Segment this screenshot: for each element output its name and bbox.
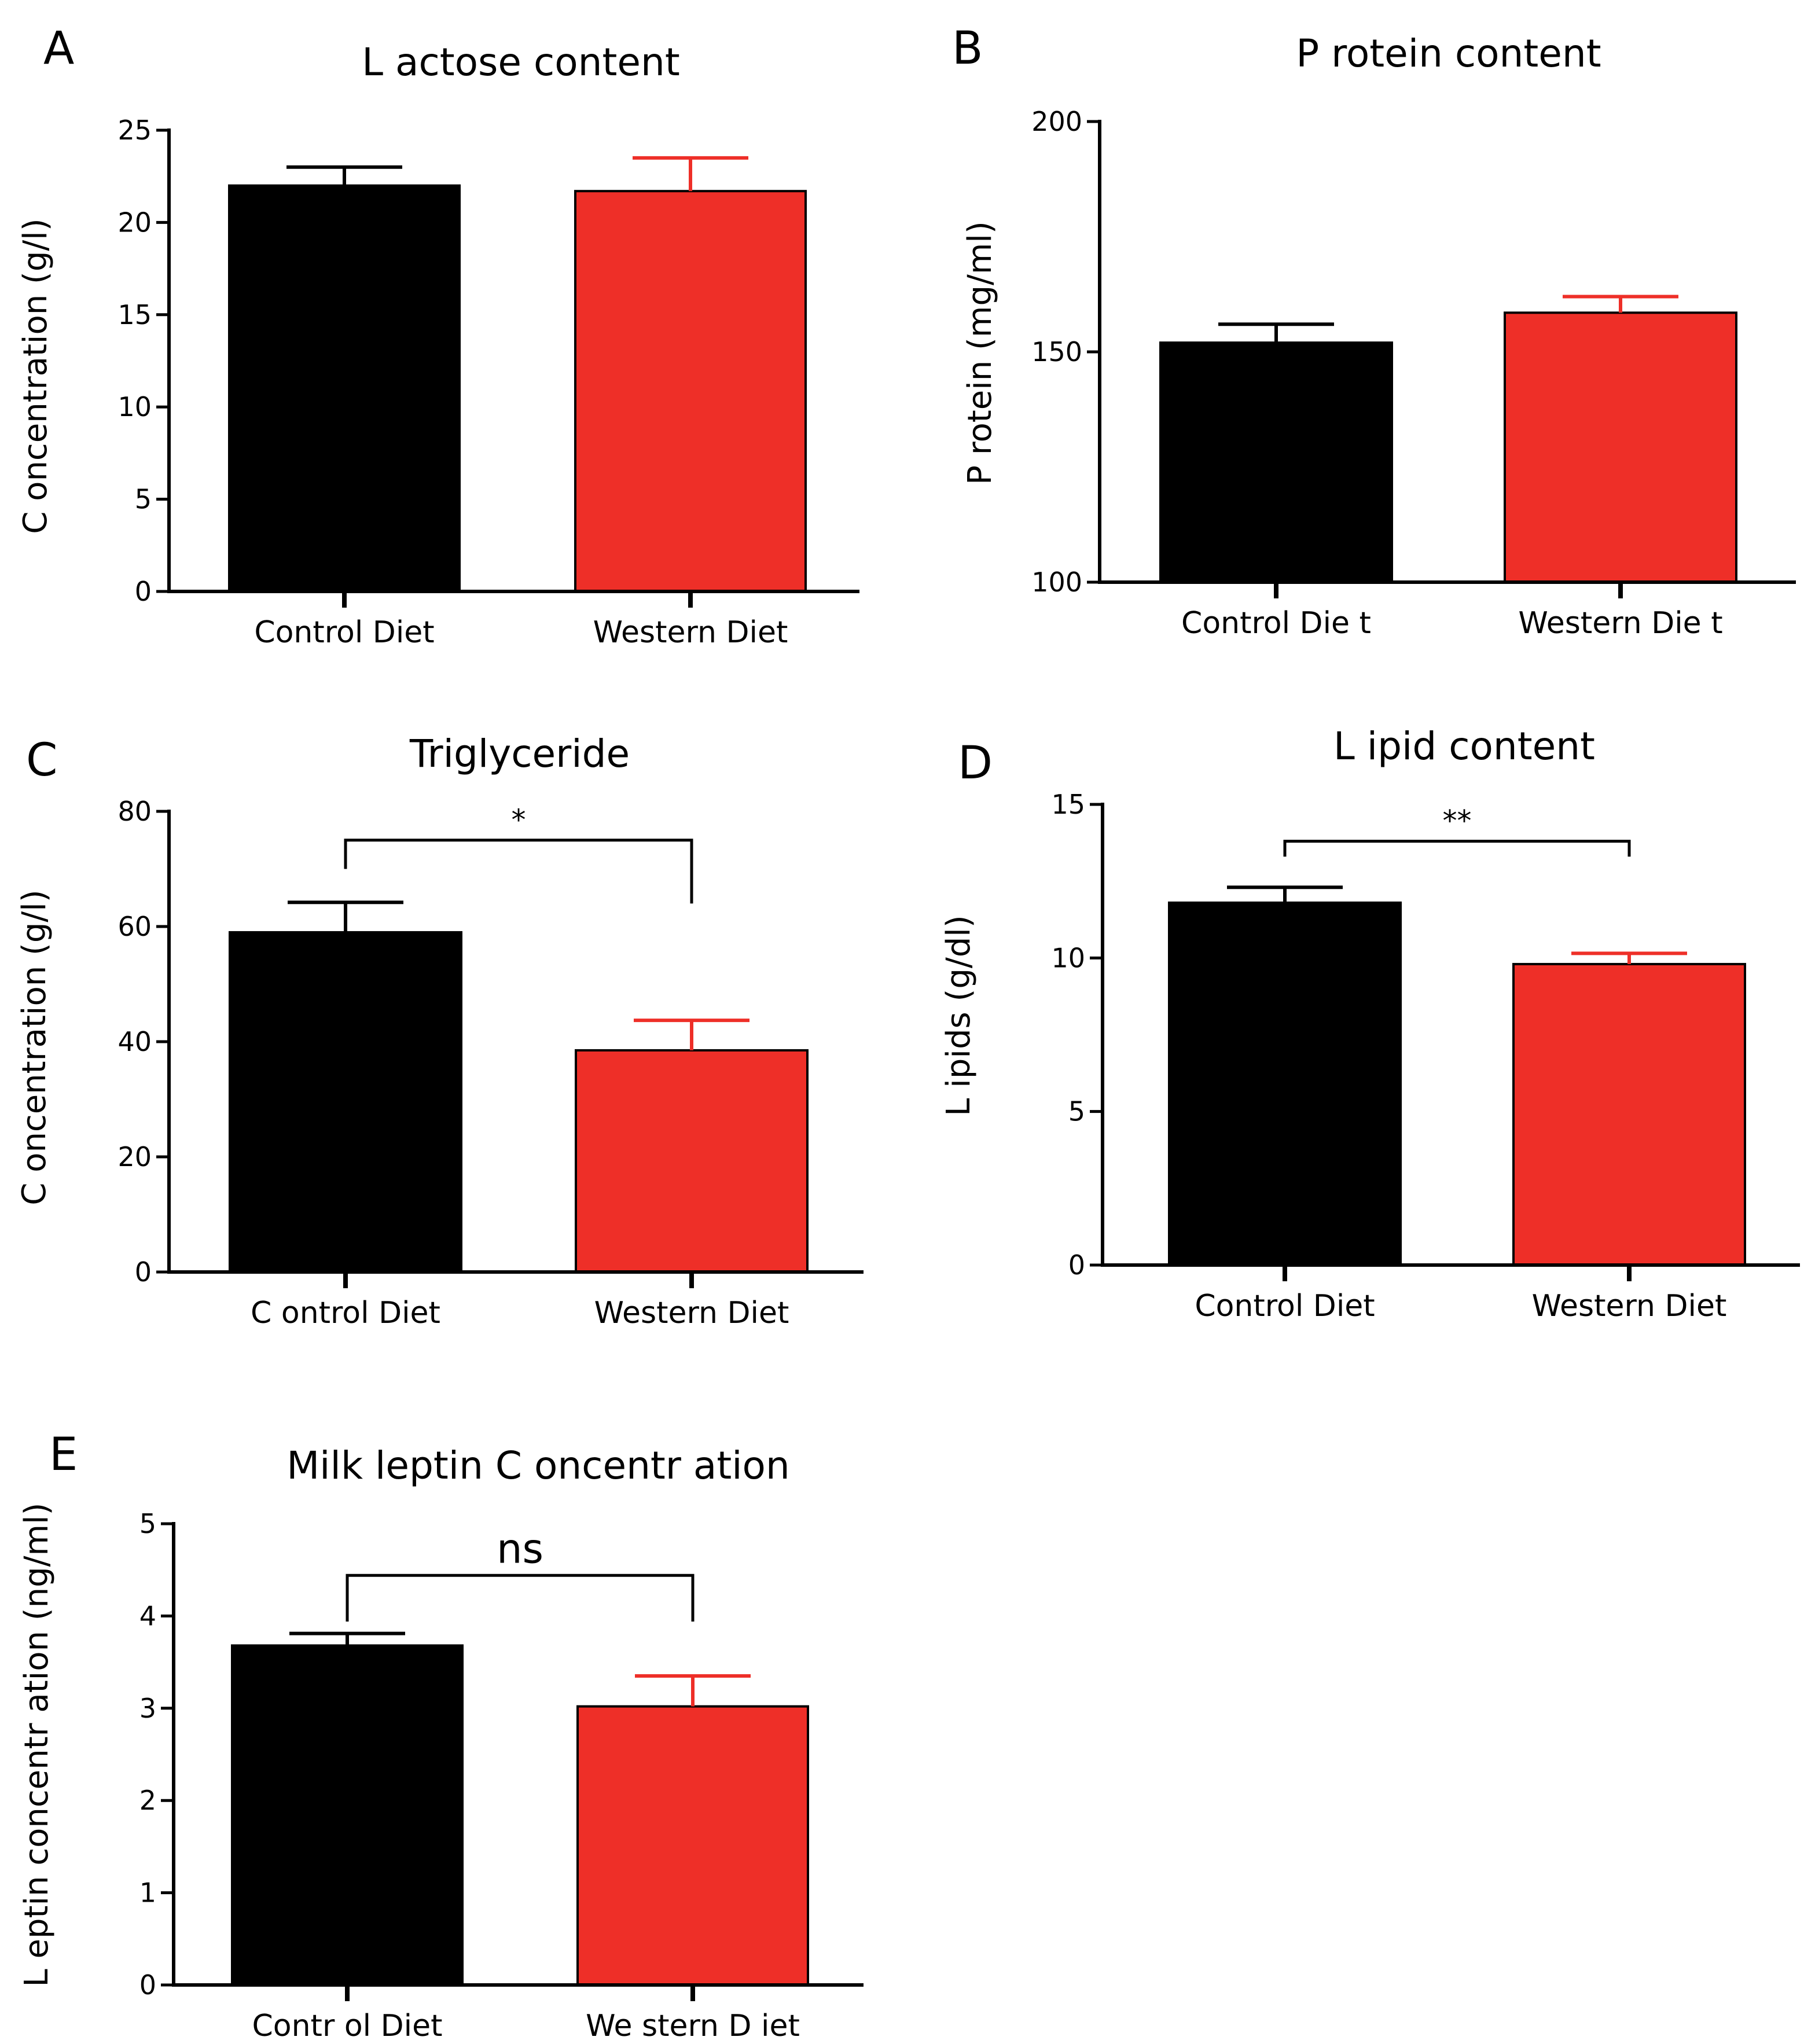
chart-d-y-axis-title: L ipids (g/dl): [940, 915, 978, 1116]
chart-c-significance-bracket: [344, 839, 693, 904]
chart-b-title: P rotein content: [1296, 31, 1601, 76]
chart-c-category-label-0: C ontrol Diet: [251, 1296, 440, 1330]
chart-e-y-axis-title: L eptin concentr ation (ng/ml): [18, 1503, 56, 1987]
chart-a-y-tick-label-0: 0: [135, 576, 152, 607]
chart-d-y-tick-label-3: 15: [1051, 789, 1085, 820]
chart-b-y-tick-label-2: 200: [1031, 106, 1082, 137]
chart-e-y-tick-label-2: 2: [139, 1785, 156, 1816]
chart-a-y-tick-label-2: 10: [117, 391, 152, 422]
chart-c-y-tick-label-1: 20: [117, 1141, 152, 1172]
chart-e-bar-1: [576, 1705, 809, 1987]
chart-e-category-label-0: Contr ol Diet: [252, 2009, 442, 2043]
chart-c-bar-1: [575, 1049, 809, 1274]
chart-a-y-tick-label-3: 15: [117, 299, 152, 330]
chart-e-category-label-1: We stern D iet: [586, 2009, 800, 2043]
chart-c-significance-label: *: [512, 803, 526, 837]
chart-c-y-tick-label-3: 60: [117, 911, 152, 942]
chart-b-panel-letter: B: [952, 23, 983, 75]
chart-e-y-tick-label-1: 1: [139, 1877, 156, 1909]
chart-d-bar-1: [1512, 962, 1746, 1266]
chart-d-significance-bracket: [1283, 840, 1631, 857]
chart-d-panel-letter: D: [958, 737, 993, 789]
chart-d-category-label-1: Western Diet: [1532, 1289, 1727, 1324]
chart-e-y-tick-label-3: 3: [139, 1693, 156, 1724]
chart-c-y-tick-label-2: 40: [117, 1026, 152, 1057]
chart-e-y-tick-label-4: 4: [139, 1600, 156, 1631]
chart-b-bar-0: [1159, 341, 1393, 584]
chart-b-y-tick-label-1: 150: [1031, 336, 1082, 367]
chart-a-panel-letter: A: [43, 23, 74, 75]
chart-c-y-tick-label-0: 0: [135, 1256, 152, 1288]
chart-c-panel-letter: C: [26, 734, 57, 786]
chart-e-significance-label: ns: [497, 1525, 543, 1572]
chart-a-bar-0: [228, 184, 461, 593]
chart-a-y-axis-title: C oncentration (g/l): [17, 218, 54, 534]
chart-b-y-axis-title: P rotein (mg/ml): [961, 221, 999, 485]
chart-a-y-tick-label-5: 25: [117, 115, 152, 146]
chart-b-y-tick-label-0: 100: [1031, 567, 1082, 598]
chart-e-panel-letter: E: [49, 1429, 78, 1481]
chart-a-y-tick-label-4: 20: [117, 207, 152, 238]
chart-e-y-tick-label-0: 0: [139, 1969, 156, 2001]
chart-d-title: L ipid content: [1333, 724, 1595, 769]
chart-c-y-axis-title: C oncentration (g/l): [16, 889, 53, 1205]
chart-c-title: Triglyceride: [409, 731, 630, 776]
chart-e-significance-bracket: [346, 1574, 695, 1622]
chart-e-bar-0: [231, 1644, 464, 1986]
chart-c-y-tick-label-4: 80: [117, 796, 152, 827]
chart-e-y-tick-label-5: 5: [139, 1508, 156, 1539]
chart-c-bar-0: [229, 931, 462, 1273]
chart-d-y-tick-label-1: 5: [1068, 1096, 1085, 1127]
chart-c-category-label-1: Western Diet: [594, 1296, 789, 1330]
chart-e-title: Milk leptin C oncentr ation: [286, 1443, 790, 1488]
chart-d-significance-label: **: [1443, 804, 1472, 838]
chart-b-category-label-1: Western Die t: [1518, 606, 1722, 641]
chart-d-category-label-0: Control Diet: [1195, 1289, 1375, 1324]
chart-d-y-tick-label-2: 10: [1051, 942, 1085, 973]
chart-a-category-label-1: Western Diet: [593, 615, 788, 650]
chart-a-category-label-0: Control Diet: [254, 615, 434, 650]
chart-d-bar-0: [1168, 901, 1402, 1266]
chart-d-y-tick-label-0: 0: [1068, 1249, 1085, 1281]
chart-a-bar-1: [574, 190, 807, 593]
chart-a-y-tick-label-1: 5: [135, 484, 152, 515]
chart-b-category-label-0: Control Die t: [1181, 606, 1371, 641]
chart-a-title: L actose content: [362, 40, 679, 84]
chart-b-bar-1: [1504, 311, 1737, 584]
